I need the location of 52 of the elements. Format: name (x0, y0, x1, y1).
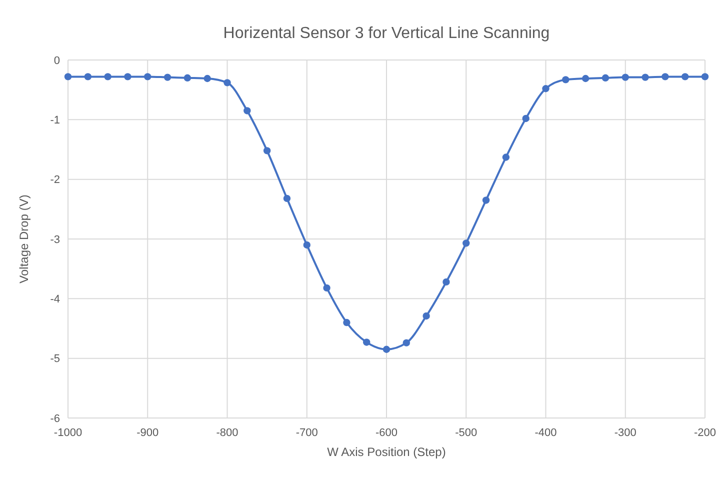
point (343, 318, 350, 326)
y-tick-label: 0 (54, 54, 60, 67)
x-tick-label: -300 (614, 427, 636, 439)
y-tick-label: -4 (50, 294, 60, 306)
x-tick-label: -700 (296, 427, 318, 439)
chart-title: Horizental Sensor 3 for Vertical Line Scanning (223, 25, 550, 42)
point (662, 73, 669, 80)
point (642, 74, 649, 81)
point (422, 312, 430, 320)
point (701, 73, 709, 80)
point (323, 284, 330, 292)
x-tick-label: -800 (216, 427, 238, 439)
x-tick-label: -200 (694, 427, 716, 439)
y-tick-label: -1 (50, 114, 60, 127)
x-tick-label: -900 (136, 427, 159, 439)
point (382, 346, 390, 353)
x-tick-label: -400 (534, 427, 557, 439)
point (184, 74, 192, 82)
y-tick-label: -5 (50, 353, 60, 366)
point (84, 73, 92, 80)
point (144, 73, 152, 80)
point (204, 74, 211, 82)
point (482, 196, 490, 204)
point (522, 114, 530, 122)
point (462, 240, 470, 247)
x-axis-title: W Axis Position (Step) (327, 445, 446, 459)
point (582, 74, 590, 82)
point (64, 73, 72, 80)
point (124, 73, 132, 80)
point (164, 74, 172, 81)
y-axis-title: Voltage Drop (V) (17, 194, 31, 284)
point (224, 79, 231, 86)
point (542, 85, 550, 92)
point (283, 194, 291, 202)
point (362, 338, 370, 346)
point (442, 278, 450, 286)
point (402, 339, 410, 346)
x-tick-label: -600 (375, 427, 398, 439)
x-tick-label: -500 (455, 427, 478, 439)
point (622, 74, 629, 81)
point (681, 73, 689, 80)
point (104, 73, 112, 80)
point (263, 147, 271, 154)
point (562, 76, 570, 84)
y-tick-label: -6 (50, 412, 60, 425)
y-tick-label: -3 (50, 234, 60, 246)
point (244, 107, 251, 114)
point (303, 241, 310, 249)
point (502, 154, 510, 161)
x-tick-label: -1000 (54, 427, 82, 439)
point (602, 74, 610, 82)
y-tick-label: -2 (50, 174, 60, 186)
